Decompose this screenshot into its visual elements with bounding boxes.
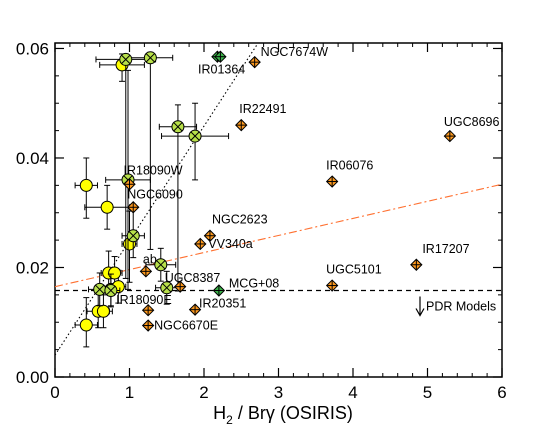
x-tick-label: 0 (50, 383, 59, 402)
x-tick-label: 3 (274, 383, 283, 402)
x-tick-label: 1 (125, 383, 134, 402)
plot-border (54, 42, 503, 378)
x-axis-title: H2 / Brγ (OSIRIS) (213, 403, 353, 427)
x-tick-label: 5 (423, 383, 432, 402)
point-annotation: NGC2623 (212, 213, 268, 227)
circle-point (96, 304, 110, 318)
diamond-point (123, 178, 136, 191)
cross-stroke (162, 283, 172, 293)
cross-stroke (128, 231, 138, 241)
one-to-one-line (55, 43, 259, 356)
crossed-circle-point (171, 120, 185, 134)
x-axis-title-subscript: 2 (226, 413, 233, 427)
diamond-point (141, 319, 155, 332)
crossed-circle-point (126, 229, 140, 243)
pdr-models-label: PDR Models (426, 299, 496, 313)
x-tick-label: 2 (199, 383, 208, 402)
circle-point (79, 178, 93, 192)
crossed-circle-point (119, 52, 133, 66)
circle-point (79, 318, 93, 332)
diamond-point (443, 129, 457, 143)
point-annotation: VV340a (208, 237, 253, 251)
cross-stroke (95, 284, 105, 294)
point-annotation: IR17207 (422, 242, 469, 256)
point-annotation: ab (143, 252, 157, 266)
crossed-circle-point (93, 282, 107, 296)
x-axis-title-rest: / Brγ (OSIRIS) (233, 403, 353, 423)
diamond-point (188, 303, 202, 316)
diamond-point (410, 258, 423, 271)
point-annotation: NGC6090 (127, 187, 183, 201)
diamond-point (173, 280, 187, 293)
circle-point (100, 200, 114, 214)
point-annotation: UGC8387 (165, 271, 221, 285)
crossed-circle-point (154, 258, 168, 272)
crossed-circle-point (160, 281, 174, 295)
diamond-point (203, 229, 217, 242)
point-annotation: IR22491 (239, 102, 286, 116)
y-tick-label: 0.04 (16, 149, 49, 168)
crossed-circle-point (188, 129, 202, 143)
crossed-circle-point (143, 51, 157, 65)
diamond-point (139, 265, 153, 278)
diamond-point (127, 201, 140, 214)
cross-stroke (190, 131, 200, 141)
chart-labels: PDR Models NGC7674W IR01364 IR22491 UGC8696 I… (116, 45, 499, 332)
y-tick-label: 0.06 (16, 39, 49, 58)
diamond-point (212, 284, 226, 297)
chart-marks (55, 43, 502, 356)
diamond-point (325, 279, 339, 292)
cross-stroke (121, 54, 131, 64)
point-annotation: IR18090W (124, 163, 183, 177)
point-annotation: IR06076 (326, 159, 373, 173)
pdr-arrow-head (415, 308, 425, 317)
point-annotation: IR01364 (198, 62, 245, 76)
cross-stroke (156, 260, 166, 270)
diamond-point (325, 175, 339, 188)
crossed-circle-point (104, 283, 118, 297)
point-annotation: IR20351 (199, 297, 246, 311)
cross-stroke (106, 285, 116, 296)
diamond-point (214, 50, 227, 63)
cross-stroke (173, 122, 183, 132)
diamond-point (194, 237, 207, 251)
diamond-point (248, 55, 261, 69)
x-tick-label: 4 (348, 383, 357, 402)
point-annotation: NGC7674W (261, 45, 329, 59)
point-annotation: IR18090E (116, 293, 172, 307)
diamond-point (141, 303, 155, 317)
point-annotation: UGC5101 (326, 263, 382, 277)
clipped-marks (55, 43, 502, 356)
y-tick-label: 0.00 (16, 368, 49, 387)
x-tick-label: 6 (497, 383, 506, 402)
y-tick-label: 0.02 (16, 258, 49, 277)
x-axis-title-main: H (213, 403, 226, 423)
point-annotation: MCG+08 (229, 276, 279, 290)
point-annotation: UGC8696 (444, 115, 500, 129)
diamond-point (235, 118, 248, 132)
plot-frame: 0 1 2 3 4 5 6 0.00 0.02 0.04 0.06 (16, 39, 507, 402)
circle-point (108, 266, 122, 280)
point-annotation: NGC6670E (154, 319, 218, 333)
cross-stroke (145, 53, 155, 63)
